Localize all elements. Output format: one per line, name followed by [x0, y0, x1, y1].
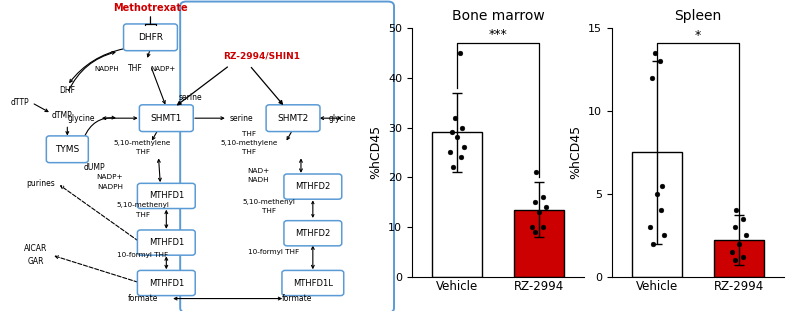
- Text: SHMT1: SHMT1: [150, 114, 182, 123]
- Y-axis label: %hCD45: %hCD45: [370, 125, 382, 179]
- Text: MTHFD1: MTHFD1: [149, 192, 184, 200]
- Bar: [714, 240, 763, 277]
- Point: [654, 208, 667, 213]
- FancyBboxPatch shape: [282, 270, 344, 295]
- Point: [655, 183, 668, 188]
- Text: formate: formate: [127, 294, 158, 303]
- Text: MTHFD2: MTHFD2: [295, 229, 330, 238]
- Text: glycine: glycine: [67, 114, 95, 123]
- Point: [529, 200, 542, 205]
- Text: RZ-2994/SHIN1: RZ-2994/SHIN1: [223, 52, 300, 60]
- Point: [739, 233, 752, 238]
- Point: [658, 233, 670, 238]
- Text: 5,10-methenyl: 5,10-methenyl: [243, 199, 296, 205]
- Text: NADP+: NADP+: [96, 174, 122, 180]
- Title: Spleen: Spleen: [674, 9, 722, 23]
- Bar: [433, 132, 482, 277]
- FancyBboxPatch shape: [138, 270, 195, 295]
- Text: MTHFD1L: MTHFD1L: [293, 279, 333, 287]
- Text: serine: serine: [230, 114, 254, 123]
- Point: [455, 125, 468, 130]
- FancyBboxPatch shape: [138, 183, 195, 208]
- Bar: [633, 152, 682, 277]
- Text: DHF: DHF: [59, 86, 75, 95]
- Text: THF: THF: [128, 64, 142, 73]
- Point: [533, 210, 546, 215]
- Text: MTHFD1: MTHFD1: [149, 238, 184, 247]
- Text: MTHFD1: MTHFD1: [149, 279, 184, 287]
- Point: [737, 254, 750, 259]
- Point: [733, 241, 746, 246]
- Text: MTHFD2: MTHFD2: [295, 182, 330, 191]
- Point: [646, 75, 658, 80]
- Point: [444, 150, 457, 155]
- Point: [729, 258, 742, 263]
- Text: AICAR: AICAR: [24, 244, 47, 253]
- Point: [646, 241, 659, 246]
- FancyBboxPatch shape: [123, 24, 178, 51]
- Point: [644, 225, 657, 230]
- Text: *: *: [695, 29, 701, 42]
- Point: [730, 208, 743, 213]
- Text: formate: formate: [282, 294, 312, 303]
- FancyBboxPatch shape: [180, 2, 394, 311]
- Point: [453, 50, 466, 55]
- Point: [446, 130, 458, 135]
- Text: THF: THF: [242, 149, 257, 156]
- Text: GAR: GAR: [27, 257, 44, 266]
- FancyBboxPatch shape: [46, 136, 88, 163]
- Text: dTTP: dTTP: [10, 98, 29, 107]
- Text: 5,10-methylene: 5,10-methylene: [114, 140, 171, 146]
- Point: [648, 50, 661, 55]
- Text: SHMT2: SHMT2: [278, 114, 309, 123]
- Point: [450, 135, 463, 140]
- Point: [530, 170, 543, 175]
- Point: [650, 191, 663, 196]
- Y-axis label: %hCD45: %hCD45: [570, 125, 582, 179]
- Text: THF: THF: [135, 211, 150, 218]
- Text: NADH: NADH: [248, 177, 270, 183]
- Point: [653, 59, 666, 64]
- FancyBboxPatch shape: [266, 105, 320, 132]
- Point: [729, 225, 742, 230]
- FancyBboxPatch shape: [284, 221, 342, 246]
- FancyBboxPatch shape: [284, 174, 342, 199]
- Text: 10-formyl THF: 10-formyl THF: [248, 249, 299, 255]
- Bar: [514, 210, 563, 277]
- Point: [737, 216, 750, 221]
- Point: [537, 225, 550, 230]
- Point: [448, 115, 461, 120]
- Text: NADPH: NADPH: [97, 183, 122, 190]
- Title: Bone marrow: Bone marrow: [452, 9, 544, 23]
- Text: serine: serine: [178, 94, 202, 102]
- Point: [446, 165, 459, 170]
- Text: ***: ***: [489, 28, 507, 41]
- FancyBboxPatch shape: [138, 230, 195, 255]
- Point: [726, 249, 739, 254]
- Text: NADP+: NADP+: [150, 66, 176, 72]
- Text: TYMS: TYMS: [55, 145, 79, 154]
- Text: 5,10-methylene: 5,10-methylene: [221, 140, 278, 146]
- Text: THF: THF: [135, 149, 150, 156]
- Point: [539, 205, 552, 210]
- Text: dUMP: dUMP: [83, 164, 105, 172]
- Point: [526, 225, 539, 230]
- Point: [458, 145, 470, 150]
- Text: THF: THF: [262, 208, 276, 215]
- Text: purines: purines: [26, 179, 55, 188]
- Text: NAD+: NAD+: [247, 168, 270, 174]
- Text: 10-formyl THF: 10-formyl THF: [117, 252, 168, 258]
- Text: DHFR: DHFR: [138, 33, 163, 42]
- Text: Methotrexate: Methotrexate: [113, 3, 188, 13]
- Point: [454, 155, 467, 160]
- Text: 5,10-methenyl: 5,10-methenyl: [116, 202, 169, 208]
- Text: glycine: glycine: [329, 114, 357, 123]
- Text: NADPH: NADPH: [94, 66, 119, 72]
- Text: dTMP: dTMP: [51, 111, 72, 119]
- Point: [537, 195, 550, 200]
- Point: [529, 230, 542, 234]
- Text: THF: THF: [242, 131, 257, 137]
- FancyBboxPatch shape: [139, 105, 194, 132]
